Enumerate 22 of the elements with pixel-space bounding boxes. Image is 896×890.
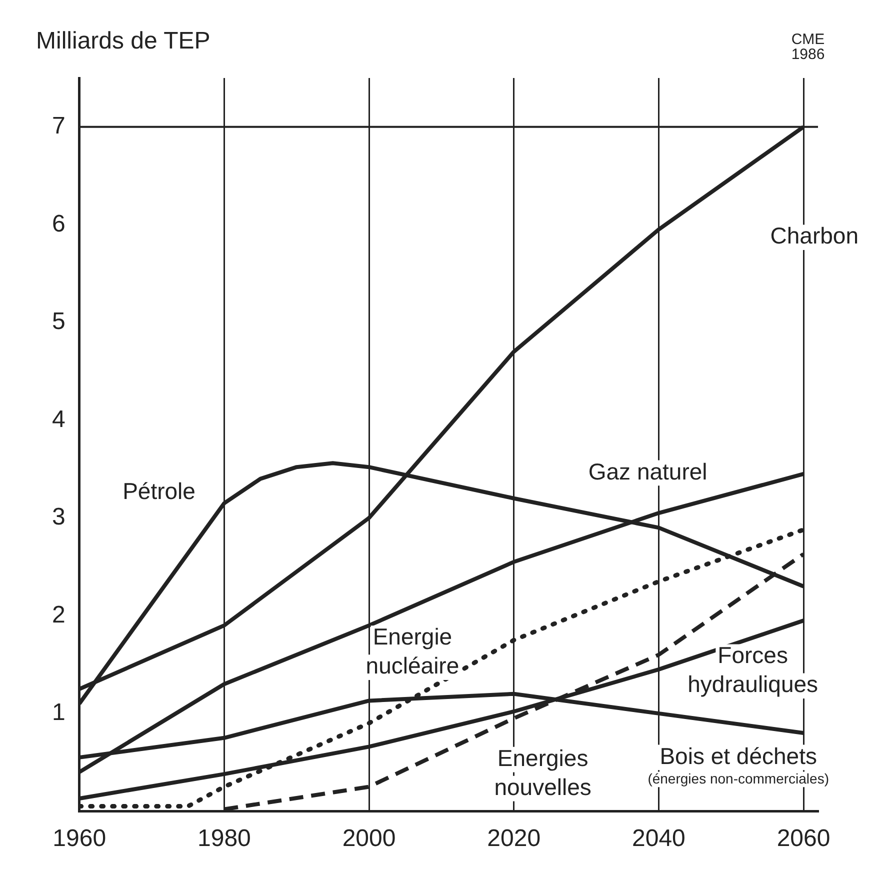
y-tick-label: 4 (52, 406, 66, 433)
series-label: Energies nouvelles (494, 744, 592, 800)
x-tick-label: 2060 (776, 825, 830, 852)
y-tick-label: 2 (52, 601, 66, 628)
y-tick-label: 1 (52, 699, 66, 726)
series-label: Pétrole (122, 478, 196, 504)
series-label: Energie nucléaire (366, 624, 460, 679)
x-tick-label: 2040 (632, 825, 686, 852)
text: Charbon (770, 222, 858, 249)
series-label: Forces hydrauliques (688, 642, 818, 698)
x-tick-label: 1980 (197, 825, 251, 852)
y-axis-title: Milliards de TEP (36, 28, 210, 55)
x-tick-label: 2020 (487, 825, 541, 852)
series-label: Gaz naturel (588, 458, 708, 484)
y-tick-label: 3 (52, 504, 66, 531)
text: CME 1986 (791, 31, 825, 64)
x-tick-label: 1960 (52, 825, 106, 852)
y-tick-label: 5 (52, 308, 66, 336)
y-tick-label: 6 (52, 210, 66, 238)
x-tick-label: 2000 (342, 825, 396, 852)
series-label: Bois et déchets (énergies non-commerciales) (648, 742, 829, 786)
y-tick-label: 7 (52, 112, 66, 140)
